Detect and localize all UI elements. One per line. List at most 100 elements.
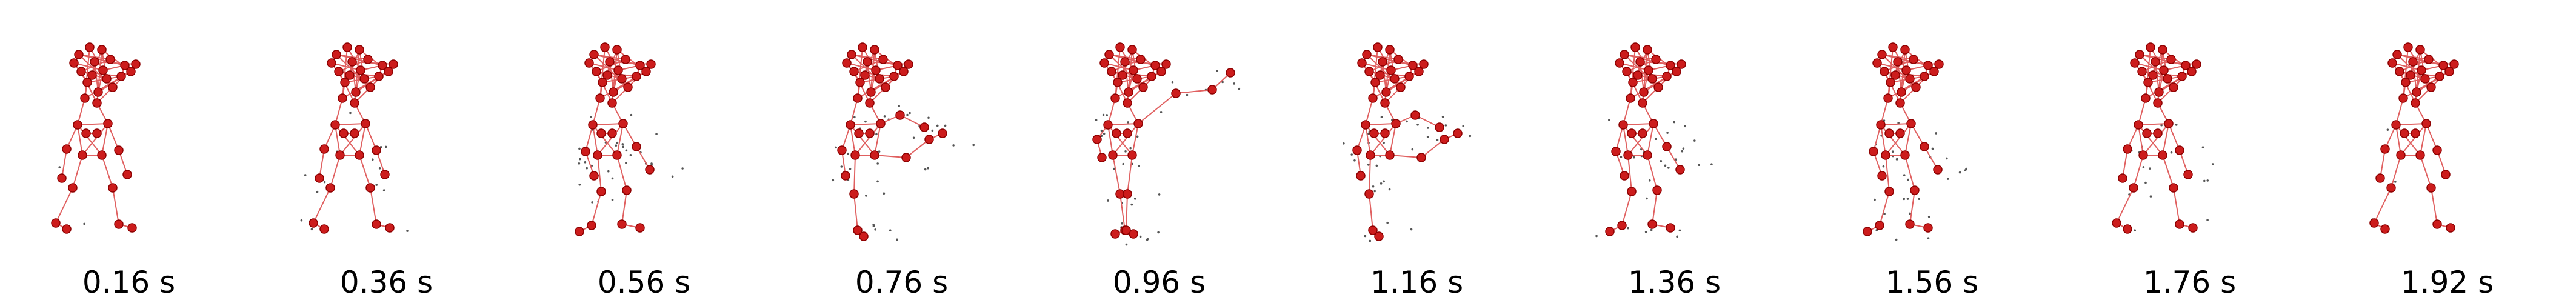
joint-marker: [1440, 135, 1449, 144]
joint-marker: [1909, 55, 1918, 64]
bone-line: [1881, 54, 1929, 66]
bone-line: [72, 155, 83, 188]
joint-marker: [78, 150, 87, 160]
joint-marker: [350, 98, 359, 108]
motion-trail-dot: [2201, 146, 2204, 148]
joint-marker: [1369, 128, 1379, 138]
joint-marker: [380, 170, 390, 179]
joint-marker: [1362, 50, 1372, 59]
bone-line: [597, 123, 624, 156]
joint-marker: [108, 183, 118, 193]
bone-line: [592, 124, 598, 156]
joint-marker: [1647, 219, 1657, 229]
joint-marker: [850, 150, 860, 160]
joint-marker: [2159, 65, 2169, 75]
bone-line: [1104, 62, 1134, 71]
motion-trail-dot: [1367, 132, 1370, 135]
joint-marker: [865, 98, 875, 108]
bone-line: [1885, 155, 1890, 192]
motion-trail-dot: [1107, 199, 1109, 202]
joint-marker: [2151, 57, 2160, 67]
bone-line: [621, 190, 627, 225]
joint-marker: [325, 183, 335, 193]
motion-trail-dot: [1216, 70, 1218, 72]
bone-line: [81, 71, 98, 104]
joint-marker: [2435, 72, 2444, 81]
motion-trail-dot: [625, 162, 627, 164]
motion-trail-dot: [83, 222, 85, 225]
joint-marker: [85, 42, 95, 52]
joint-marker: [1123, 98, 1132, 108]
joint-marker: [97, 150, 107, 160]
bone-line: [599, 47, 606, 99]
joint-marker: [1626, 93, 1635, 103]
motion-trail-dot: [1122, 162, 1125, 165]
joint-marker: [645, 165, 655, 175]
frame-panel-3: 0.56 s: [515, 0, 773, 303]
joint-marker: [73, 120, 82, 130]
joint-marker: [126, 67, 136, 76]
motion-trail-dot: [924, 168, 927, 171]
joint-marker: [849, 67, 859, 76]
bone-line: [1877, 62, 1907, 71]
joint-marker: [319, 224, 329, 234]
joint-marker: [1161, 59, 1171, 69]
joint-marker: [365, 82, 375, 92]
bone-line: [313, 187, 331, 224]
bone-line: [2134, 62, 2164, 71]
joint-marker: [351, 87, 361, 97]
frame-panel-4: 0.76 s: [773, 0, 1030, 303]
joint-marker: [876, 119, 886, 128]
joint-marker: [1895, 98, 1905, 108]
motion-trail-dot: [1171, 81, 1174, 84]
motion-trail-dot: [2144, 181, 2147, 184]
joint-marker: [613, 65, 623, 75]
joint-marker: [1872, 58, 1882, 68]
bone-line: [1361, 62, 1392, 71]
joint-marker: [374, 72, 384, 81]
motion-trail-dot: [1874, 198, 1876, 201]
joint-marker: [1875, 221, 1884, 230]
joint-marker: [612, 150, 622, 160]
motion-trail-dot: [1903, 174, 1906, 176]
bone-line: [335, 124, 360, 156]
joint-marker: [1207, 85, 1217, 95]
bone-line: [2138, 124, 2163, 156]
joint-marker: [1627, 128, 1637, 138]
motion-trail-dot: [1935, 132, 1938, 135]
joint-marker: [2380, 224, 2390, 234]
joint-marker: [102, 74, 112, 84]
motion-trail-dot: [1388, 188, 1391, 191]
joint-marker: [92, 98, 102, 108]
joint-marker: [646, 59, 656, 69]
time-label: 0.96 s: [1112, 265, 1206, 300]
joint-marker: [609, 87, 618, 97]
motion-trail-dot: [310, 228, 313, 231]
joint-marker: [2449, 59, 2459, 69]
joint-marker: [866, 87, 876, 97]
joint-marker: [1611, 147, 1621, 156]
bone-line: [55, 187, 73, 224]
time-label: 1.16 s: [1370, 265, 1464, 300]
bone-line: [850, 123, 881, 125]
time-label: 0.76 s: [855, 265, 949, 300]
bone-line: [2380, 148, 2386, 179]
joint-marker: [127, 223, 137, 233]
motion-trail-dot: [2203, 179, 2206, 182]
joint-marker: [1385, 45, 1395, 55]
bone-line: [77, 124, 102, 156]
motion-trail-dot: [875, 133, 878, 136]
bone-line: [1647, 123, 1654, 156]
joint-marker: [2192, 59, 2201, 69]
motion-trail-dot: [1673, 121, 1676, 124]
joint-marker: [919, 122, 929, 132]
bone-line: [1880, 123, 1912, 125]
motion-trail-dot: [1620, 156, 1623, 158]
joint-marker: [1092, 135, 1102, 144]
joint-marker: [87, 70, 97, 80]
bone-line: [101, 123, 108, 156]
motion-trail-dot: [1406, 120, 1408, 123]
motion-trail-dot: [578, 162, 581, 165]
joint-marker: [1633, 70, 1643, 80]
joint-marker: [2369, 218, 2379, 228]
